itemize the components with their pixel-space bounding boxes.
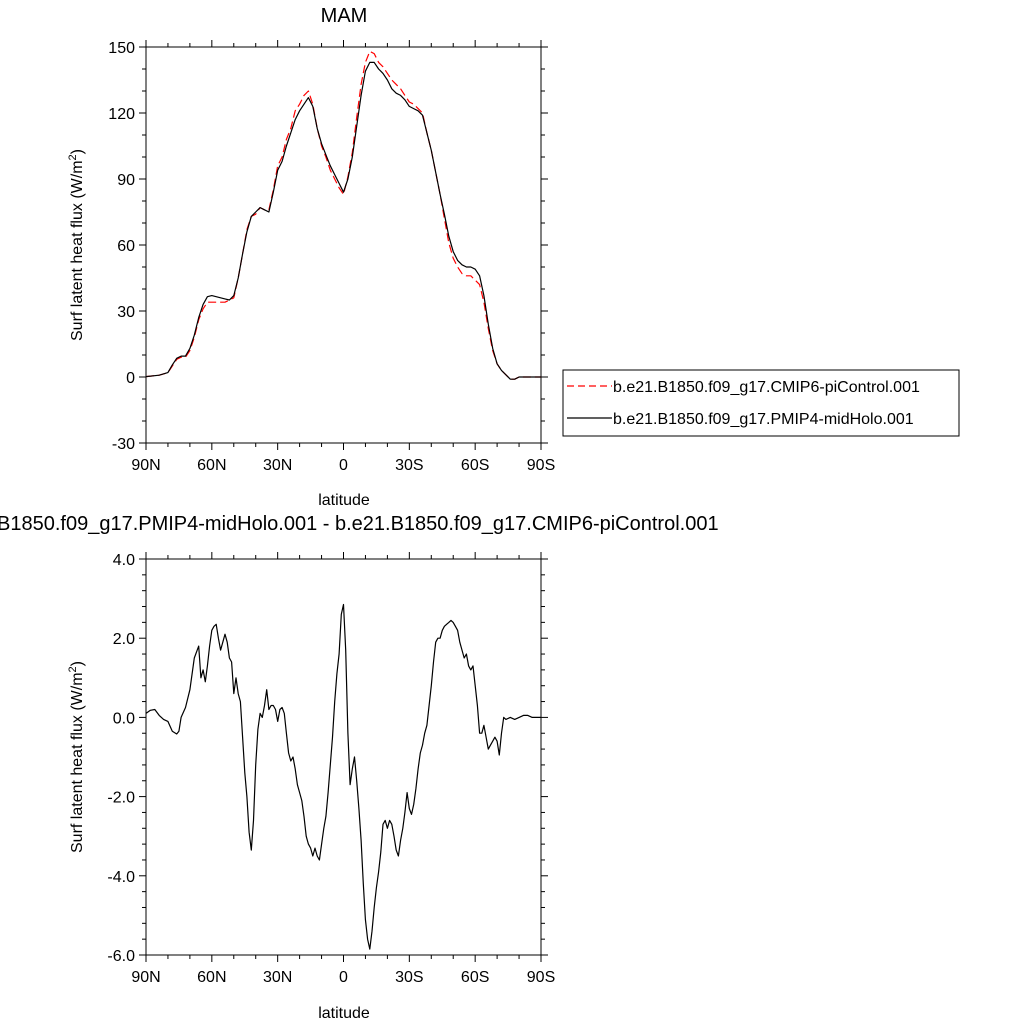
top-x-tick-labels: 90N 60N 30N 0 30S 60S 90S <box>131 457 555 474</box>
x-tick-label: 60N <box>197 969 226 986</box>
bottom-chart-panel: b.e21.B1850.f09_g17.PMIP4-midHolo.001 - … <box>0 513 719 1022</box>
top-y-axis-title: Surf latent heat flux (W/m2) <box>67 149 86 341</box>
y-tick-label: 120 <box>108 106 135 123</box>
top-chart-panel: MAM 90N 60N 30N 0 30S 60S 90S -30 0 30 60 90 120 150… <box>67 5 555 509</box>
y-tick-label: 30 <box>117 304 135 321</box>
x-tick-label: 30S <box>395 457 423 474</box>
x-tick-label: 90S <box>527 457 555 474</box>
bottom-y-axis-title: Surf latent heat flux (W/m2) <box>67 661 86 853</box>
y-tick-label: 0.0 <box>113 710 135 727</box>
y-tick-label: -6.0 <box>107 948 135 965</box>
x-tick-label: 90S <box>527 969 555 986</box>
top-series-line-0 <box>145 50 541 380</box>
bottom-x-tick-labels: 90N 60N 30N 0 30S 60S 90S <box>131 969 555 986</box>
y-tick-label: -2.0 <box>107 790 135 807</box>
legend-box <box>562 369 960 437</box>
legend-label-picontrol: b.e21.B1850.f09_g17.CMIP6-piControl.001 <box>613 379 920 396</box>
x-tick-label: 0 <box>339 969 348 986</box>
bottom-series-lines <box>145 603 541 950</box>
bottom-series-line-0 <box>145 603 541 950</box>
x-tick-label: 60N <box>197 457 226 474</box>
top-series-lines <box>145 50 541 380</box>
y-tick-label: -4.0 <box>107 869 135 886</box>
top-chart-title: MAM <box>321 5 368 27</box>
y-tick-label: 2.0 <box>113 631 135 648</box>
y-tick-label: 0 <box>126 370 135 387</box>
x-tick-label: 0 <box>339 457 348 474</box>
x-tick-label: 60S <box>461 969 489 986</box>
legend: b.e21.B1850.f09_g17.CMIP6-piControl.001 … <box>562 369 960 437</box>
x-tick-label: 30N <box>263 969 292 986</box>
top-tick-marks <box>139 40 548 450</box>
x-tick-label: 90N <box>131 457 160 474</box>
y-tick-label: -30 <box>112 436 135 453</box>
top-y-tick-labels: -30 0 30 60 90 120 150 <box>108 40 135 453</box>
x-tick-label: 30S <box>395 969 423 986</box>
x-tick-label: 60S <box>461 457 489 474</box>
top-series-line-1 <box>145 61 541 380</box>
bottom-tick-marks <box>139 552 548 962</box>
x-tick-label: 30N <box>263 457 292 474</box>
legend-label-midholo: b.e21.B1850.f09_g17.PMIP4-midHolo.001 <box>613 411 914 428</box>
y-tick-label: 150 <box>108 40 135 57</box>
bottom-chart-title: b.e21.B1850.f09_g17.PMIP4-midHolo.001 - … <box>0 513 719 535</box>
y-tick-label: 60 <box>117 238 135 255</box>
top-x-axis-title: latitude <box>318 492 370 509</box>
x-tick-label: 90N <box>131 969 160 986</box>
bottom-y-tick-labels: -6.0 -4.0 -2.0 0.0 2.0 4.0 <box>107 552 135 965</box>
y-tick-label: 4.0 <box>113 552 135 569</box>
y-tick-label: 90 <box>117 172 135 189</box>
bottom-x-axis-title: latitude <box>318 1005 370 1022</box>
